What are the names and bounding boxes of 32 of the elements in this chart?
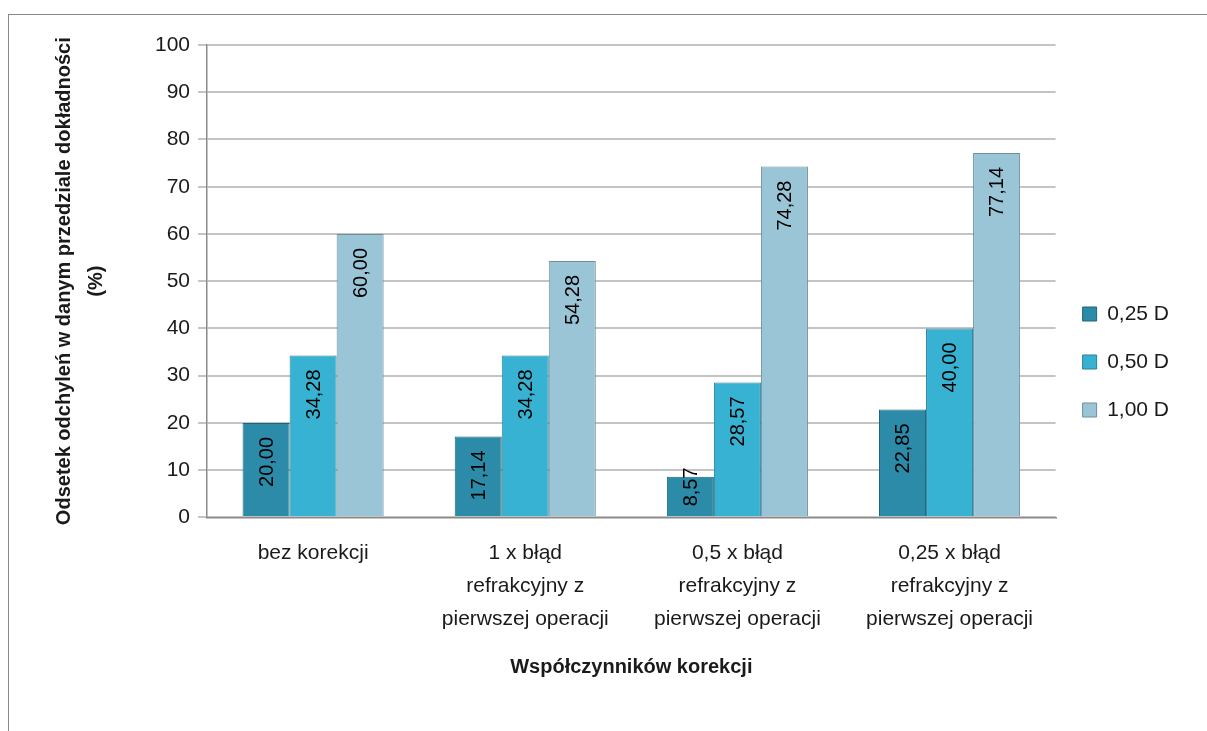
data-label: 40,00 [938,342,961,393]
y-tick-label: 100 [154,31,191,55]
data-label: 54,28 [560,274,583,326]
data-label: 20,00 [254,436,277,487]
data-label: 22,85 [891,423,914,474]
y-tick-label: 50 [166,267,191,291]
data-label: 17,14 [466,450,489,501]
data-label: 28,57 [725,396,748,447]
y-tick-label: 30 [166,362,191,386]
y-tick-label: 60 [166,220,191,244]
y-tick-label: 70 [166,173,191,197]
data-label: 34,28 [301,369,324,420]
y-tick-label: 80 [166,126,191,150]
y-tick-label: 10 [166,456,191,480]
legend-label: 0,50 D [1107,348,1169,372]
x-tick-label: 0,25 x błąd refrakcyjny z pierwszej operacji [866,540,1034,629]
data-label: 77,14 [985,166,1008,218]
x-tick-label: bez korekcji [257,540,369,564]
data-label: 60,00 [348,247,371,298]
data-label: 34,28 [513,369,536,420]
y-tick-label: 40 [166,315,191,339]
x-tick-label: 1 x błąd refrakcyjny z pierwszej operacji [441,540,609,629]
y-tick-label: 0 [178,504,191,528]
legend-label: 1,00 D [1107,396,1169,420]
data-label: 8,57 [678,467,701,507]
y-tick-label: 20 [166,409,191,433]
x-tick-label: 0,5 x błąd refrakcyjny z pierwszej operacji [653,540,821,629]
y-tick-label: 90 [166,79,191,103]
data-label: 74,28 [772,180,795,231]
x-axis-title: Współczynników korekcji [510,654,753,677]
y-axis-title: Odsetek odchyleń w danym przedziale dokładności (%) [51,37,106,526]
legend-label: 0,25 D [1107,300,1169,324]
